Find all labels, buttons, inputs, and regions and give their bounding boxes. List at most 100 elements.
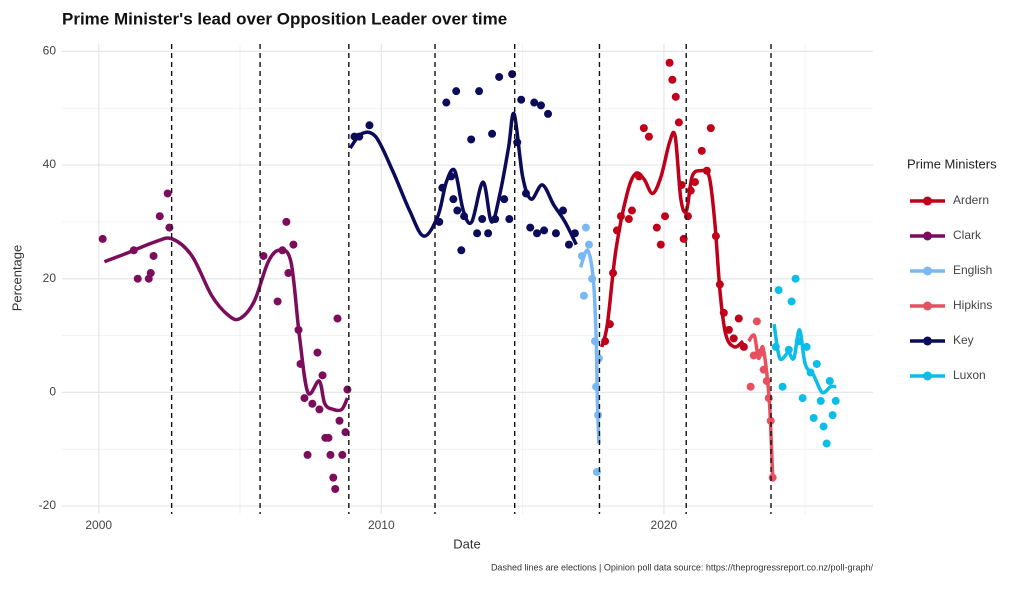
poll-point bbox=[338, 450, 347, 459]
poll-point bbox=[585, 240, 594, 249]
labels-layer: 2000 2010 2020 -20 0 20 40 60 bbox=[39, 44, 678, 533]
poll-point bbox=[724, 325, 733, 334]
poll-point bbox=[588, 274, 597, 283]
poll-point bbox=[702, 166, 711, 175]
poll-point bbox=[759, 365, 768, 374]
poll-point bbox=[289, 240, 298, 249]
poll-point bbox=[639, 124, 648, 133]
poll-point bbox=[473, 229, 482, 238]
legend-dot bbox=[923, 371, 932, 381]
trend-line bbox=[103, 236, 350, 413]
poll-point bbox=[313, 348, 322, 357]
poll-point bbox=[435, 217, 444, 226]
poll-point bbox=[329, 473, 338, 482]
legend-dot bbox=[923, 196, 932, 206]
poll-point bbox=[282, 217, 291, 226]
poll-point bbox=[592, 382, 601, 391]
poll-point bbox=[318, 371, 327, 380]
trend-line bbox=[747, 333, 775, 478]
poll-point bbox=[809, 413, 818, 422]
poll-point bbox=[581, 223, 590, 232]
poll-point bbox=[564, 240, 573, 249]
poll-point bbox=[686, 186, 695, 195]
poll-point bbox=[491, 215, 500, 224]
poll-point bbox=[627, 206, 636, 215]
x-tick-label: 2020 bbox=[651, 518, 678, 532]
x-tick-label: 2010 bbox=[368, 518, 395, 532]
y-tick-label: 60 bbox=[43, 44, 57, 58]
poll-point bbox=[601, 337, 610, 346]
grid-layer bbox=[62, 44, 873, 514]
poll-point bbox=[324, 433, 333, 442]
poll-point bbox=[500, 195, 509, 204]
poll-point bbox=[505, 215, 514, 224]
poll-point bbox=[806, 368, 815, 377]
x-tick-label: 2000 bbox=[85, 518, 112, 532]
poll-point bbox=[570, 229, 579, 238]
poll-point bbox=[635, 172, 644, 181]
poll-point bbox=[609, 269, 618, 278]
legend-label: Ardern bbox=[953, 193, 989, 207]
y-tick-label: -20 bbox=[39, 498, 57, 512]
poll-point bbox=[802, 342, 811, 351]
trend-line bbox=[348, 111, 578, 246]
poll-point bbox=[355, 132, 364, 141]
poll-point bbox=[577, 251, 586, 260]
poll-point bbox=[674, 118, 683, 127]
poll-point bbox=[530, 98, 539, 107]
legend-dot bbox=[923, 336, 932, 346]
poll-point bbox=[771, 342, 780, 351]
poll-point bbox=[749, 351, 758, 360]
poll-point bbox=[819, 422, 828, 431]
legend-dot bbox=[923, 231, 932, 241]
legend-label: Key bbox=[953, 333, 974, 347]
poll-point bbox=[163, 189, 172, 198]
poll-point bbox=[536, 101, 545, 110]
poll-point bbox=[794, 337, 803, 346]
chart-title: Prime Minister's lead over Opposition Le… bbox=[62, 9, 507, 28]
poll-point bbox=[746, 382, 755, 391]
poll-point bbox=[671, 92, 680, 101]
poll-point bbox=[453, 206, 462, 215]
poll-point bbox=[333, 314, 342, 323]
poll-point bbox=[729, 334, 738, 343]
poll-point bbox=[526, 223, 535, 232]
poll-point bbox=[816, 396, 825, 405]
legend-dot bbox=[923, 301, 932, 311]
poll-point bbox=[590, 337, 599, 346]
poll-point bbox=[661, 212, 670, 221]
poll-point bbox=[656, 240, 665, 249]
poll-point bbox=[438, 183, 447, 192]
poll-point bbox=[129, 246, 138, 255]
y-tick-label: 20 bbox=[43, 271, 57, 285]
poll-point bbox=[739, 342, 748, 351]
poll-point bbox=[315, 405, 324, 414]
poll-point bbox=[624, 215, 633, 224]
poll-point bbox=[825, 377, 834, 386]
legend-label: Hipkins bbox=[953, 298, 992, 312]
poll-point bbox=[798, 394, 807, 403]
poll-point bbox=[460, 212, 469, 221]
caption: Dashed lines are elections | Opinion pol… bbox=[491, 562, 874, 572]
poll-point bbox=[457, 246, 466, 255]
poll-point bbox=[467, 135, 476, 144]
poll-point bbox=[784, 345, 793, 354]
poll-point bbox=[706, 124, 715, 133]
legend-title: Prime Ministers bbox=[907, 156, 997, 171]
poll-point bbox=[668, 75, 677, 84]
poll-point bbox=[752, 317, 761, 326]
poll-point bbox=[605, 320, 614, 329]
poll-point bbox=[133, 274, 142, 283]
poll-point bbox=[715, 280, 724, 289]
legend-label: Clark bbox=[953, 228, 982, 242]
poll-point bbox=[259, 251, 268, 260]
poll-point bbox=[828, 411, 837, 420]
legend-label: English bbox=[953, 263, 992, 277]
legend-label: Luxon bbox=[953, 368, 986, 382]
poll-point bbox=[756, 348, 765, 357]
poll-point bbox=[533, 229, 542, 238]
poll-point bbox=[98, 234, 107, 243]
legend-dot bbox=[923, 266, 932, 276]
poll-point bbox=[343, 385, 352, 394]
